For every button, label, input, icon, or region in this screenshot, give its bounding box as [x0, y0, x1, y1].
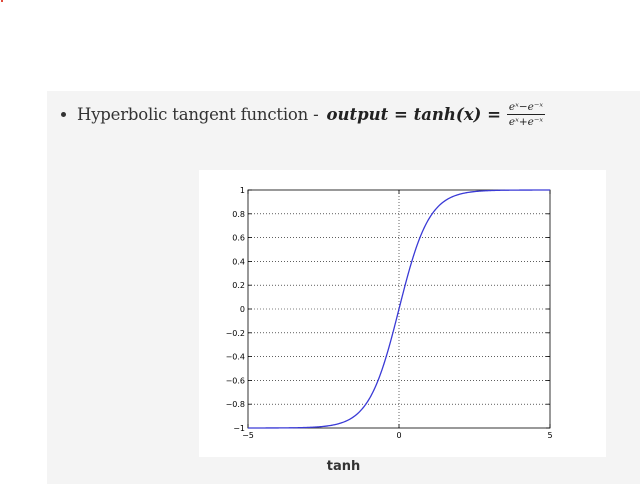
bullet-dot-icon	[61, 111, 66, 117]
y-tick-label: −0.6	[226, 376, 245, 385]
x-tick-label: 0	[396, 431, 401, 440]
y-tick-label: 0.4	[232, 257, 245, 266]
formula-denominator: eˣ+e⁻ˣ	[506, 113, 546, 128]
chart-caption: tanh	[326, 459, 361, 474]
y-tick-label: 0.8	[232, 210, 245, 219]
x-tick-label: 5	[547, 431, 552, 440]
y-tick-label: −0.2	[226, 329, 245, 338]
formula-lhs: output = tanh(x) =	[326, 104, 501, 124]
x-tick-label: −5	[242, 431, 254, 440]
y-tick-label: 0.6	[232, 234, 245, 243]
formula: output = tanh(x) = eˣ−e⁻ˣ eˣ+e⁻ˣ	[326, 100, 546, 128]
y-tick-label: −0.4	[226, 353, 245, 362]
series-layer	[247, 189, 551, 429]
tick-label-layer: −1 −0.8 −0.6 −0.4 −0.2 0 0.2 0.4 0.6 0.8 1 −5 0 5	[226, 186, 553, 440]
corner-marker	[1, 0, 3, 2]
plot-panel: −1 −0.8 −0.6 −0.4 −0.2 0 0.2 0.4 0.6 0.8 1 −5 0 5	[199, 170, 606, 457]
bullet-text: Hyperbolic tangent function -	[77, 104, 319, 124]
formula-fraction: eˣ−e⁻ˣ eˣ+e⁻ˣ	[506, 100, 546, 128]
y-tick-label: 0.2	[232, 281, 245, 290]
y-tick-label: 0	[240, 305, 245, 314]
y-tick-label: 1	[240, 186, 245, 195]
bullet-item: Hyperbolic tangent function - output = t…	[61, 97, 546, 131]
y-tick-label: −0.8	[226, 400, 245, 409]
tanh-plot: −1 −0.8 −0.6 −0.4 −0.2 0 0.2 0.4 0.6 0.8 1 −5 0 5	[226, 186, 553, 440]
y-tick-label: −1	[233, 424, 245, 433]
content-card: Hyperbolic tangent function - output = t…	[47, 91, 640, 484]
formula-numerator: eˣ−e⁻ˣ	[508, 100, 544, 113]
